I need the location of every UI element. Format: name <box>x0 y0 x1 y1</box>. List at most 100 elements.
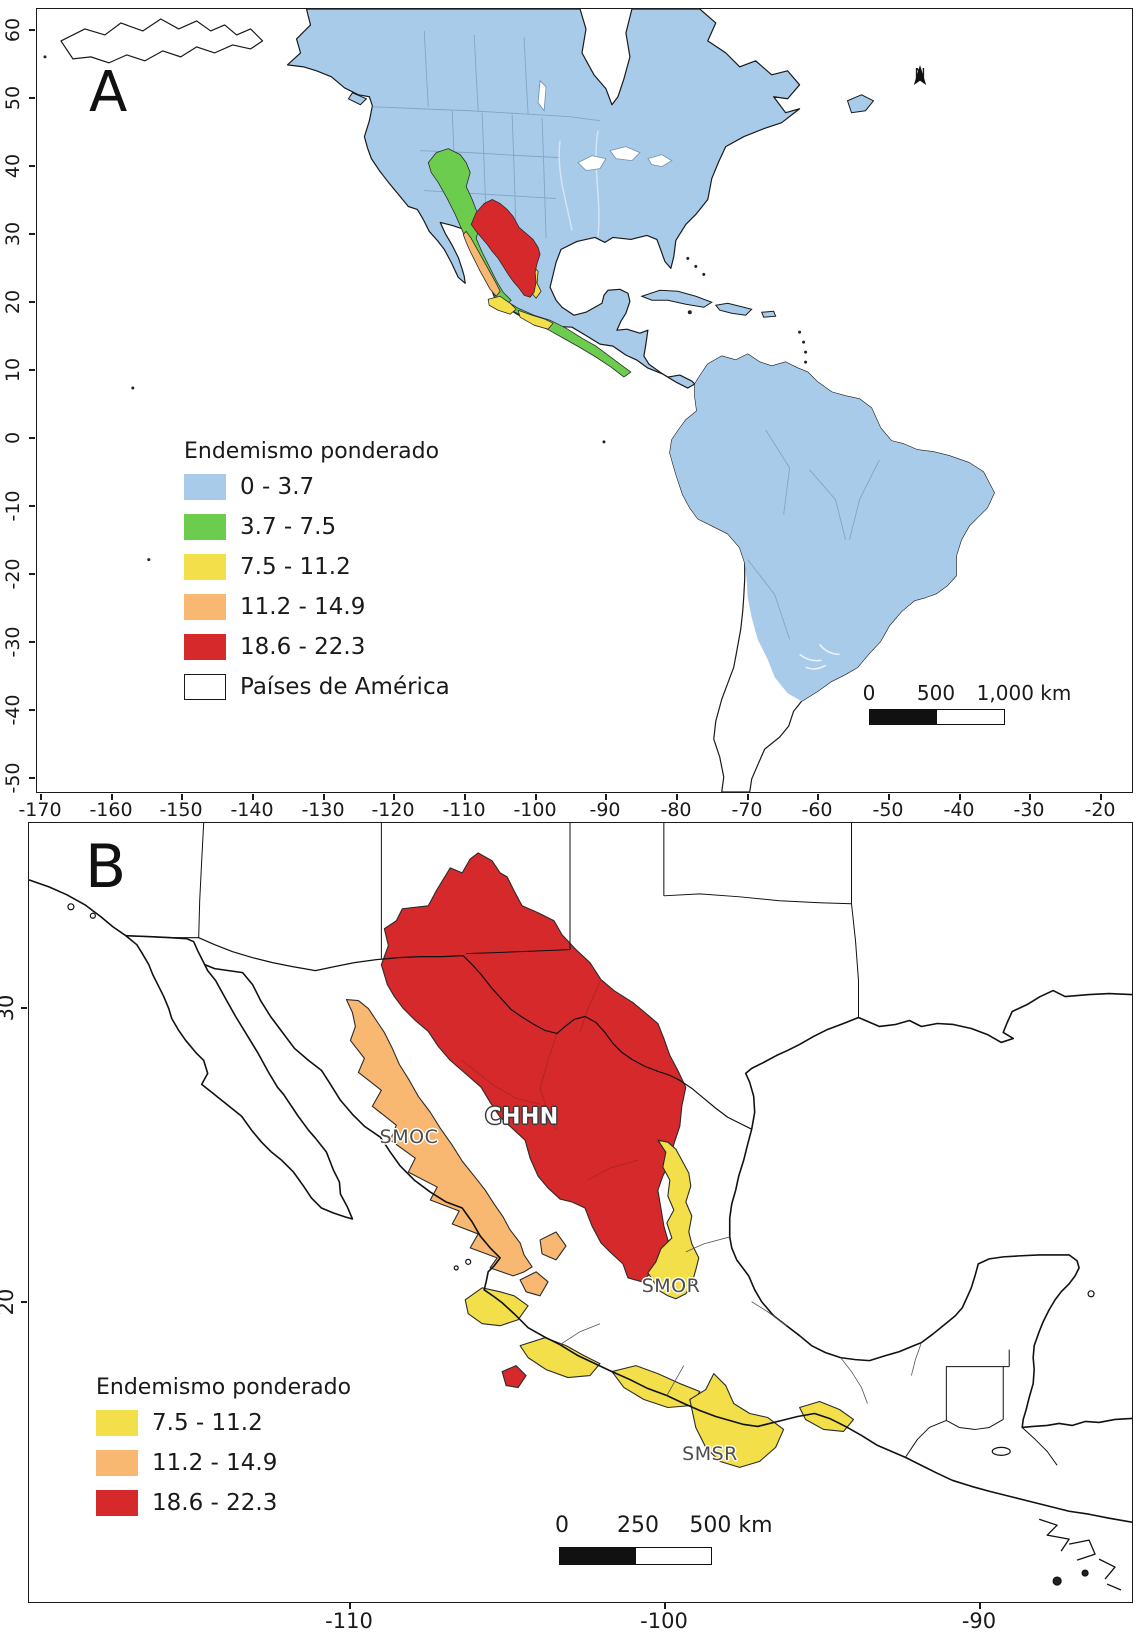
endemism-zones-a <box>427 148 632 378</box>
caribbean-islands <box>43 55 875 562</box>
x-tick-label: -130 <box>301 799 345 821</box>
x-tick-label: -110 <box>325 1609 373 1633</box>
smsr-zone <box>689 1373 785 1468</box>
legend-swatch-red <box>96 1490 138 1516</box>
scalebar-segment-black <box>560 1548 636 1564</box>
scalebar-segment-white <box>937 710 1004 724</box>
panel-a-map-frame: A N Endemismo ponderado 0 - 3.7 3.7 - 7.… <box>36 8 1133 793</box>
x-tick-label: -100 <box>640 1609 688 1633</box>
legend-item: 11.2 - 14.9 <box>184 594 450 620</box>
scalebar-tick: 500 km <box>689 1513 773 1538</box>
panel-b-map <box>29 823 1132 1591</box>
x-tick-label: -80 <box>660 799 692 821</box>
legend-title: Endemismo ponderado <box>184 439 440 464</box>
us-state-borders <box>198 823 859 1018</box>
panel-a-letter: A <box>89 60 128 125</box>
y-tick-label: 60 <box>2 17 24 43</box>
y-tick-label: 30 <box>2 221 24 247</box>
legend-swatch-blue <box>184 474 226 500</box>
x-tick-label: -40 <box>943 799 975 821</box>
y-tick-label: 20 <box>0 1288 18 1316</box>
x-tick-label: -90 <box>589 799 621 821</box>
panel-b-map-frame: B SMOC CHHN SMOR SMSR Endemismo ponderad… <box>28 822 1133 1603</box>
scalebar-bar <box>869 709 1005 725</box>
x-tick-label: -30 <box>1013 799 1045 821</box>
panel-b-legend: Endemismo ponderado 7.5 - 11.2 11.2 - 14… <box>96 1375 351 1530</box>
legend-swatch-red <box>184 634 226 660</box>
us-mexico-border <box>125 935 752 1130</box>
x-tick-label: -50 <box>872 799 904 821</box>
y-tick-label: -40 <box>2 694 24 726</box>
y-tick-label: 30 <box>0 994 18 1022</box>
pacific-coast <box>204 963 1132 1523</box>
scalebar-tick: 0 <box>555 1513 569 1538</box>
endemism-zones-b <box>345 852 855 1468</box>
legend-swatch-orange <box>96 1450 138 1476</box>
south-america-shape <box>669 353 995 792</box>
scalebar-labels: 0 250 500 km <box>499 1513 799 1538</box>
panel-a-scalebar: 0 500 1,000 km <box>827 681 1072 725</box>
x-tick-label: -110 <box>442 799 486 821</box>
legend-swatch-yellow <box>96 1410 138 1436</box>
x-tick-label: -60 <box>801 799 833 821</box>
legend-swatch-green <box>184 514 226 540</box>
region-label-smoc: SMOC <box>379 1126 439 1148</box>
scalebar-labels: 0 500 1,000 km <box>827 681 1072 705</box>
scalebar-tick: 0 <box>862 681 876 705</box>
coastlines-borders-b <box>29 823 1132 1591</box>
scalebar-segment-black <box>870 710 937 724</box>
y-tick-label: -10 <box>2 490 24 522</box>
legend-item: 7.5 - 11.2 <box>184 554 450 580</box>
smor-zone <box>647 1139 700 1300</box>
lagoon-outlines <box>1038 1518 1122 1591</box>
x-tick-label: -140 <box>230 799 274 821</box>
x-tick-label: -20 <box>1084 799 1116 821</box>
gulf-coast <box>728 989 1132 1429</box>
legend-swatch-countries <box>184 674 226 700</box>
legend-item: Países de América <box>184 674 450 700</box>
legend-item: 18.6 - 22.3 <box>184 634 450 660</box>
legend-item: 7.5 - 11.2 <box>96 1410 351 1436</box>
panel-a-map <box>43 9 995 792</box>
x-tick-label: -90 <box>961 1609 997 1633</box>
north-america-shape <box>286 9 801 389</box>
legend-swatch-orange <box>184 594 226 620</box>
baja-california-shape <box>125 934 354 1220</box>
y-tick-label: 40 <box>2 153 24 179</box>
region-label-chhn: CHHN <box>485 1104 559 1130</box>
guatemala-belize-borders <box>904 1349 1058 1466</box>
north-arrow: N <box>905 65 935 85</box>
legend-title: Endemismo ponderado <box>96 1375 352 1400</box>
panel-a-legend: Endemismo ponderado 0 - 3.7 3.7 - 7.5 7.… <box>184 439 450 714</box>
y-tick-label: 0 <box>2 431 24 445</box>
north-arrow-icon <box>913 65 927 85</box>
y-tick-label: -30 <box>2 626 24 658</box>
x-tick-label: -160 <box>89 799 133 821</box>
x-tick-label: -120 <box>371 799 415 821</box>
region-label-smor: SMOR <box>641 1275 701 1297</box>
legend-item: 11.2 - 14.9 <box>96 1450 351 1476</box>
legend-swatch-yellow <box>184 554 226 580</box>
scalebar-bar <box>559 1547 712 1565</box>
panel-b-scalebar: 0 250 500 km <box>499 1513 799 1565</box>
region-label-smsr: SMSR <box>682 1443 738 1465</box>
y-tick-label: -20 <box>2 558 24 590</box>
x-tick-label: -70 <box>731 799 763 821</box>
scalebar-tick: 1,000 km <box>976 681 1072 705</box>
legend-item: 3.7 - 7.5 <box>184 514 450 540</box>
mexican-state-borders <box>559 1236 922 1404</box>
smoc-zone <box>345 998 533 1277</box>
x-tick-label: -170 <box>18 799 62 821</box>
y-tick-label: 50 <box>2 85 24 111</box>
legend-item: 18.6 - 22.3 <box>96 1490 351 1516</box>
y-tick-label: -50 <box>2 762 24 794</box>
legend-item: 0 - 3.7 <box>184 474 450 500</box>
scalebar-segment-white <box>636 1548 711 1564</box>
scalebar-tick: 500 <box>916 681 956 705</box>
x-tick-label: -100 <box>513 799 557 821</box>
y-tick-label: 20 <box>2 289 24 315</box>
panel-b-letter: B <box>85 832 127 902</box>
y-tick-label: 10 <box>2 357 24 383</box>
chhn-zone <box>380 852 687 1283</box>
